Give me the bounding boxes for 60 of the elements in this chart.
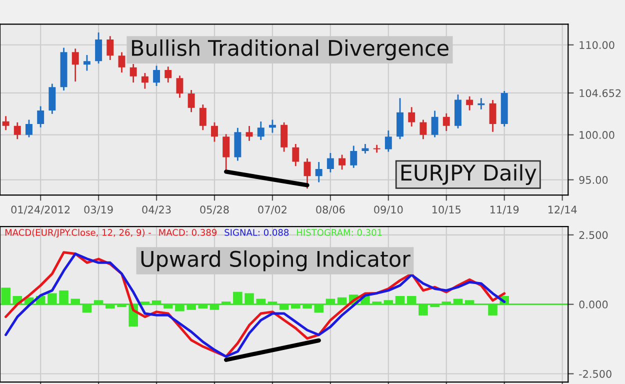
y-tick-label: 2.500 xyxy=(579,231,608,239)
x-tick-label: 04/23 xyxy=(142,206,171,214)
text: SIGNAL: 0.088 xyxy=(224,229,289,236)
candlestick xyxy=(2,116,10,130)
candlestick xyxy=(431,110,438,138)
candlestick xyxy=(292,144,300,166)
candlestick xyxy=(106,36,114,60)
candlestick xyxy=(37,106,44,128)
candlestick xyxy=(141,72,148,89)
candlestick xyxy=(280,122,288,152)
y-tick-label: -2.500 xyxy=(579,370,612,378)
annotation: Upward Sloping Indicator xyxy=(141,250,410,272)
candlestick xyxy=(326,153,334,172)
x-tick-label: 12/14 xyxy=(548,206,577,214)
chart-title: MACD(EUR/JPY.Close, 12, 26, 9) - xyxy=(5,228,151,238)
x-tick-label: 05/28 xyxy=(200,206,229,214)
candlestick xyxy=(14,122,21,140)
x-tick-label: 03/19 xyxy=(84,206,113,214)
x-tick-label: 11/19 xyxy=(490,206,519,214)
x-tick-label: 07/02 xyxy=(258,206,286,214)
x-tick-label: 10/15 xyxy=(432,206,460,214)
y-tick-label: 0.000 xyxy=(579,300,608,308)
y-tick-label: 95.00 xyxy=(579,176,608,184)
annotation: Bullish Traditional Divergence xyxy=(132,39,448,60)
candlestick xyxy=(130,64,137,82)
text: HISTOGRAM: 0.301 xyxy=(297,229,382,236)
candlestick xyxy=(442,113,450,132)
y-tick-label: 104.652 xyxy=(580,89,621,98)
candlestick xyxy=(408,107,416,127)
candlestick xyxy=(466,96,474,110)
candlestick xyxy=(362,144,369,154)
candlestick xyxy=(489,100,496,132)
candlestick xyxy=(304,158,311,189)
candlestick xyxy=(384,130,392,152)
candlestick xyxy=(315,162,322,182)
candlestick xyxy=(176,76,184,98)
candlestick xyxy=(153,66,160,86)
candlestick xyxy=(268,120,276,133)
candlestick xyxy=(48,84,56,114)
candlestick xyxy=(246,126,253,141)
candlestick xyxy=(72,48,79,82)
candlestick xyxy=(26,120,32,138)
candlestick xyxy=(338,154,346,170)
y-tick-label: 110.00 xyxy=(580,41,614,49)
candlestick xyxy=(257,122,264,140)
x-tick-label: 01/24/2012 xyxy=(11,206,70,214)
candlestick xyxy=(95,32,102,64)
candlestick xyxy=(420,120,427,140)
text: MACD: 0.389 xyxy=(159,229,217,236)
candlestick xyxy=(188,90,195,112)
candlestick xyxy=(164,66,172,82)
y-tick-label: 100.00 xyxy=(580,131,614,139)
candlestick xyxy=(199,104,206,130)
candlestick xyxy=(350,146,358,168)
x-tick-label: 09/10 xyxy=(374,206,403,214)
candlestick xyxy=(83,54,90,71)
candlestick xyxy=(118,52,126,73)
x-tick-label: 08/06 xyxy=(316,206,345,214)
candlestick xyxy=(211,122,218,142)
annotation: EURJPY Daily xyxy=(401,164,536,185)
